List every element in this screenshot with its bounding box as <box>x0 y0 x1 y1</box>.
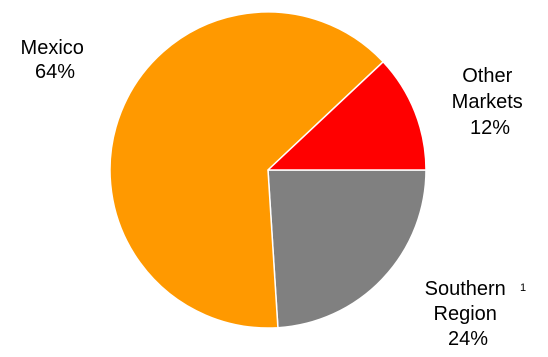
pie-slice-southern-region <box>267 169 427 329</box>
southern-region-label-line1: Southern <box>425 278 506 300</box>
other-markets-label-percent: 12% <box>470 117 510 139</box>
mexico-label: Mexico 64% <box>21 37 90 83</box>
southern-region-label-line2: Region <box>434 303 497 325</box>
southern-region-label: Southern Region 24% <box>425 278 512 350</box>
pie-slice-mexico <box>109 11 384 329</box>
southern-region-label-percent: 24% <box>448 328 488 350</box>
pie-slices <box>109 11 427 329</box>
southern-region-footnote-marker: 1 <box>520 282 526 294</box>
pie-slice-other-markets <box>267 61 427 171</box>
other-markets-label: Other Markets 12% <box>452 65 529 139</box>
mexico-label-percent: 64% <box>35 61 75 83</box>
other-markets-label-line1: Other <box>462 65 512 87</box>
other-markets-label-line2: Markets <box>452 91 523 113</box>
mexico-label-name: Mexico <box>21 37 84 59</box>
